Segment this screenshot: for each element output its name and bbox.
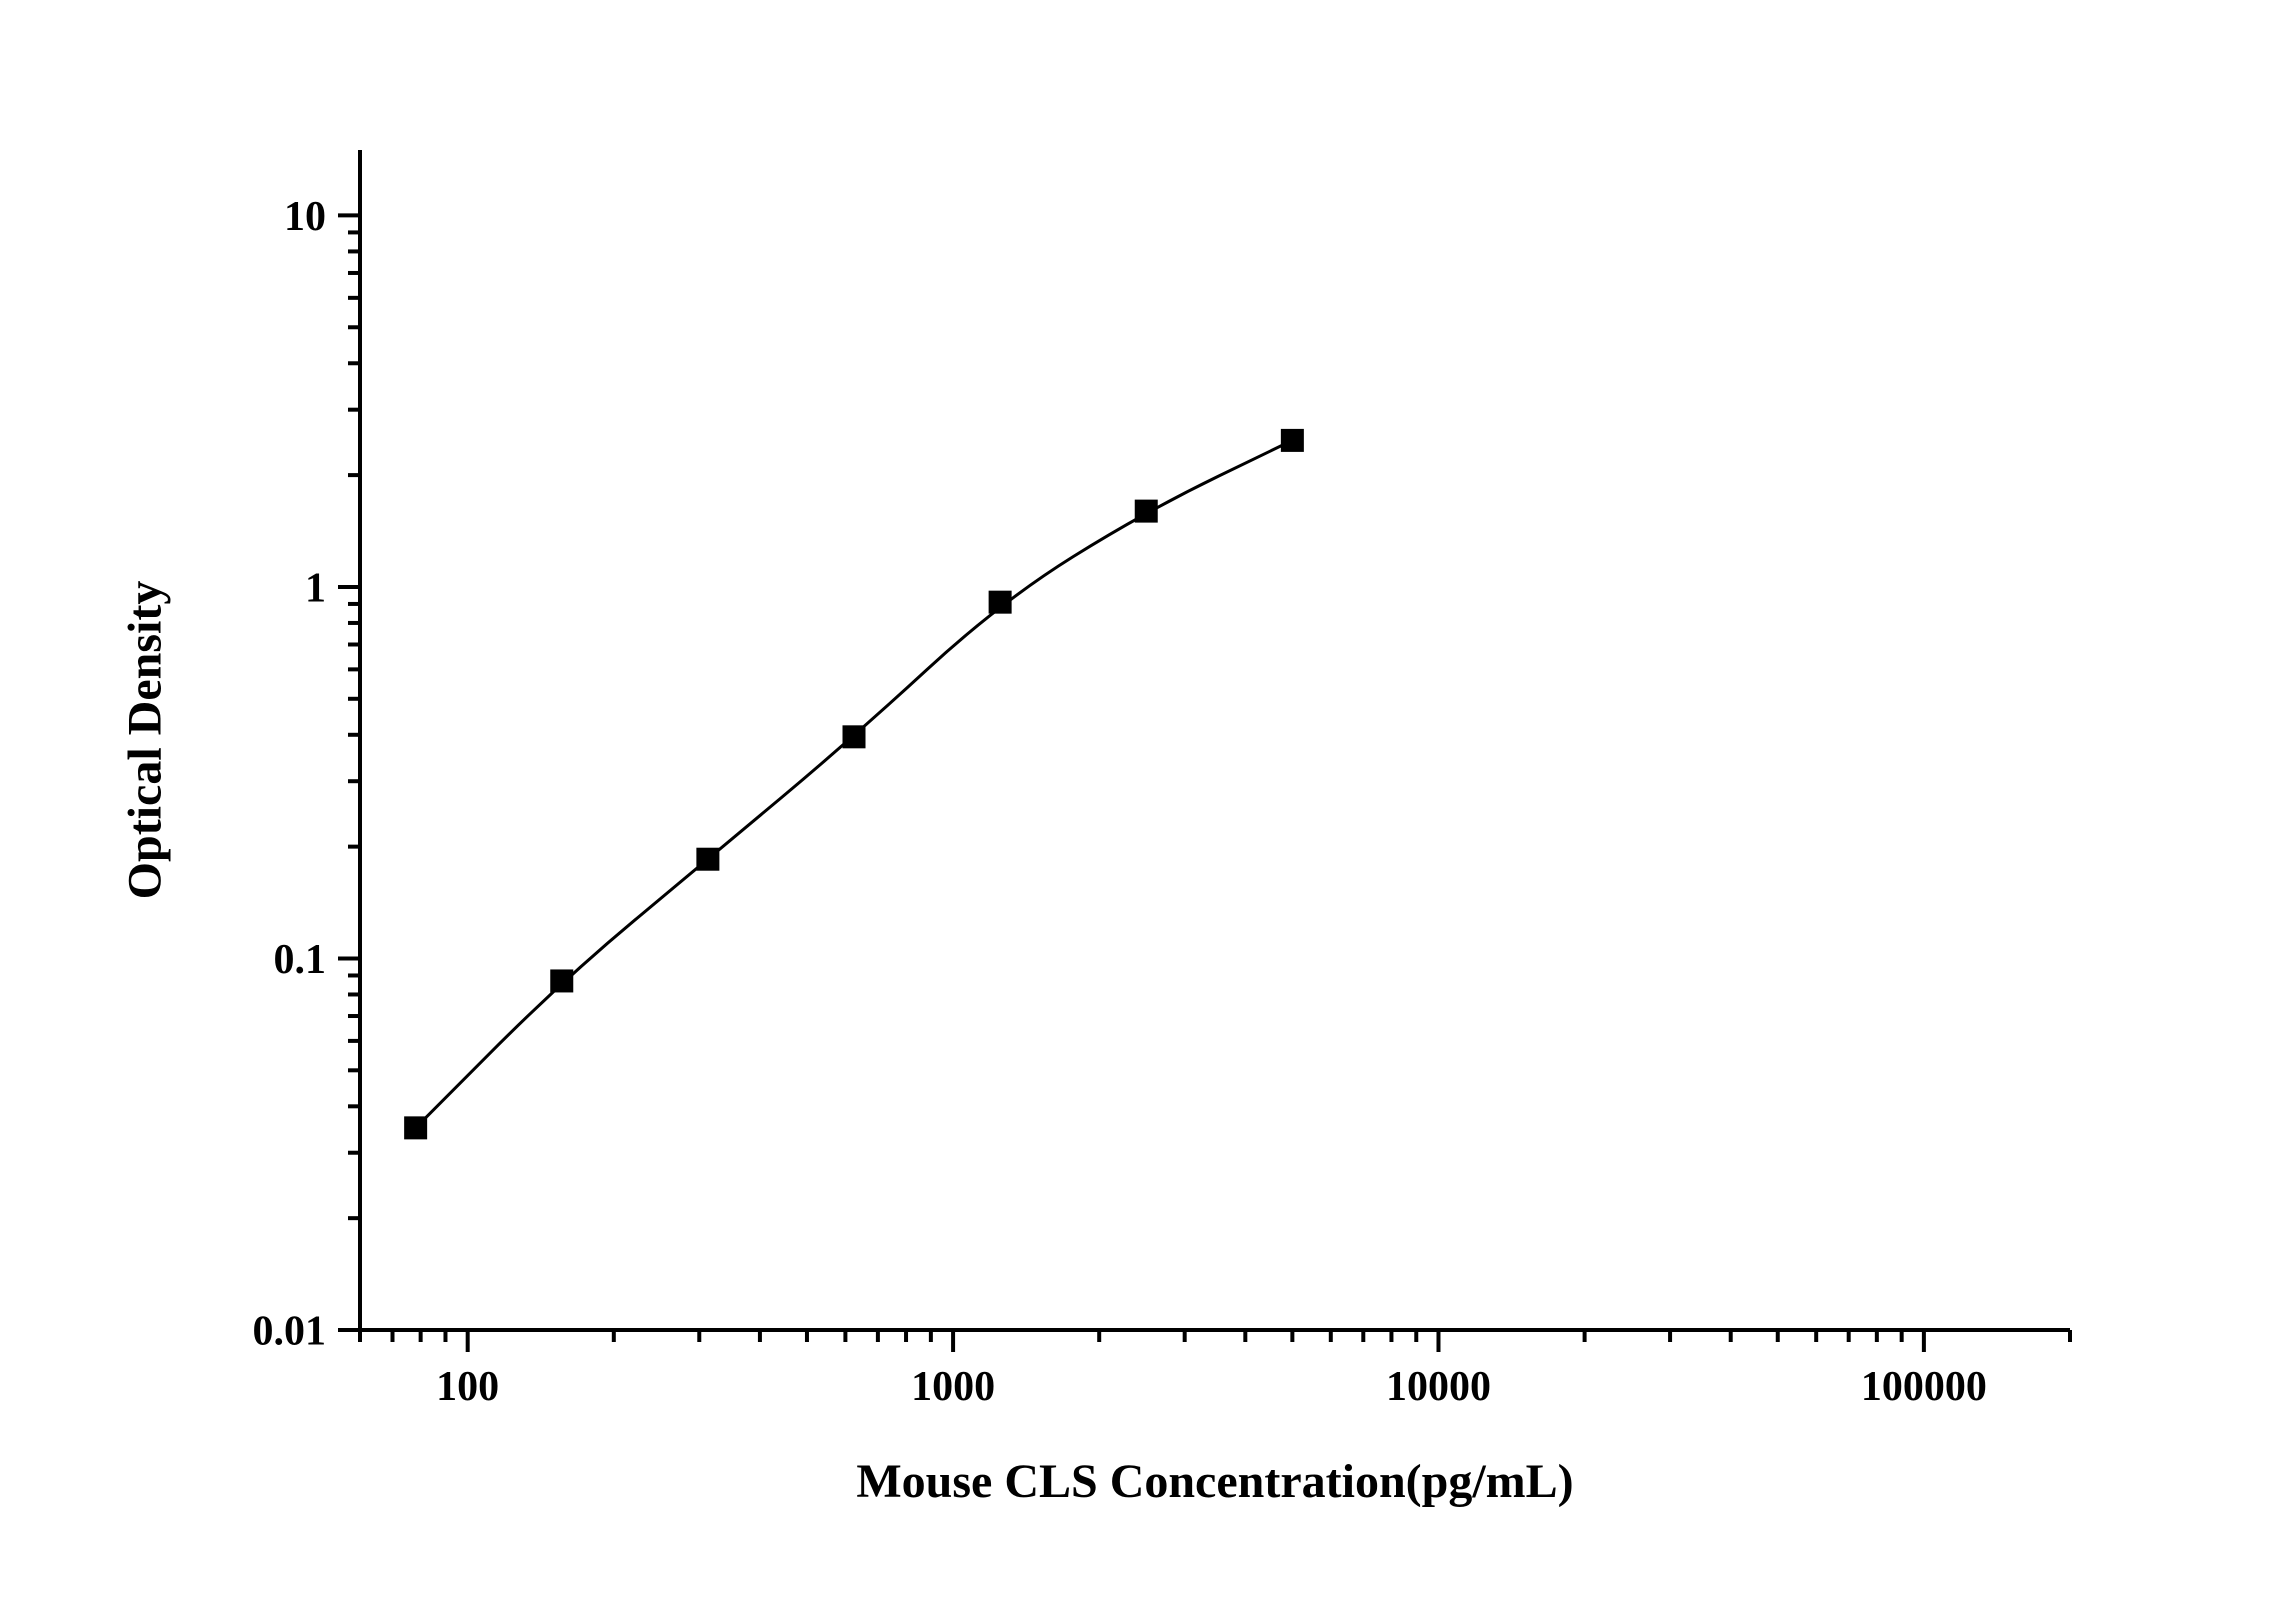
data-marker [551,970,573,992]
chart-container: 100 1000 10000 100000 0.01 0.1 1 10 Optical Den… [0,0,2296,1604]
data-line [416,440,1293,1127]
x-tick-label: 100 [436,1364,499,1410]
x-tick-label: 10000 [1386,1364,1491,1410]
data-marker [697,848,719,870]
y-tick-label: 1 [305,566,326,612]
data-marker [843,726,865,748]
y-tick-label: 0.1 [274,937,327,983]
y-tick-label: 10 [284,194,326,240]
data-marker [405,1117,427,1139]
y-axis-label: Optical Density [118,581,173,900]
data-marker [1135,500,1157,522]
data-marker [1281,429,1303,451]
chart-svg: 100 1000 10000 100000 0.01 0.1 1 10 [0,0,2296,1604]
y-tick-label: 0.01 [253,1309,327,1355]
x-axis-label: Mouse CLS Concentration(pg/mL) [856,1454,1573,1509]
data-marker [989,591,1011,613]
x-tick-label: 1000 [911,1364,995,1410]
x-tick-label: 100000 [1861,1364,1987,1410]
